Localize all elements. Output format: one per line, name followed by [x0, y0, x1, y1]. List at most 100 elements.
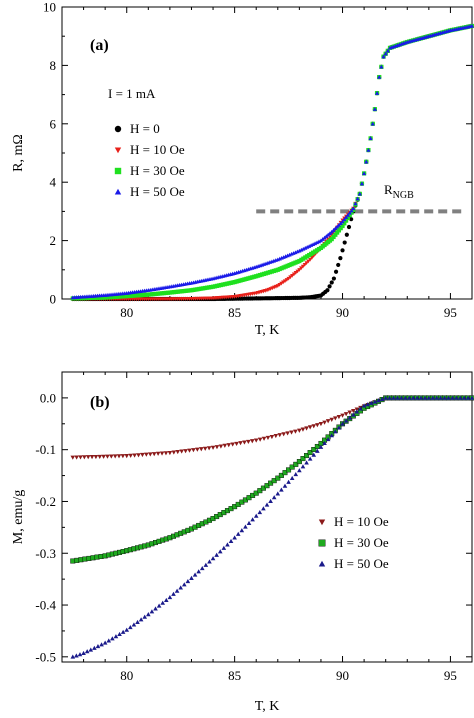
data-point	[357, 191, 362, 196]
data-point	[117, 631, 122, 637]
data-point	[174, 588, 180, 593]
data-point	[387, 395, 392, 400]
data-point	[275, 475, 281, 481]
data-point	[351, 408, 356, 414]
data-point	[105, 454, 110, 459]
data-point	[383, 51, 388, 56]
data-point	[329, 417, 335, 422]
data-point	[347, 415, 353, 420]
data-point	[374, 91, 380, 95]
data-point	[88, 647, 94, 652]
panel-b-frame	[61, 371, 473, 663]
data-point	[344, 232, 349, 237]
data-point	[217, 549, 223, 554]
legend-marker	[318, 519, 326, 526]
data-point	[257, 509, 263, 515]
data-point	[336, 228, 342, 233]
data-point	[163, 597, 169, 602]
data-point	[279, 487, 284, 492]
data-point	[183, 449, 188, 454]
panel-b-y-ticks: 0.0 -0.1 -0.2 -0.3 -0.4 -0.5	[35, 390, 472, 664]
data-point	[78, 455, 83, 460]
data-point	[349, 217, 354, 222]
legend-label: H = 0	[130, 121, 160, 136]
data-point	[457, 395, 463, 400]
data-point	[336, 415, 342, 420]
data-point	[253, 438, 259, 443]
data-point	[147, 452, 153, 457]
data-point	[93, 454, 99, 460]
data-point	[95, 643, 101, 649]
data-point	[442, 395, 447, 400]
data-point	[346, 224, 352, 230]
legend-label: H = 50 Oe	[130, 184, 185, 199]
data-point	[304, 460, 309, 465]
data-point	[333, 269, 339, 274]
data-point	[340, 413, 345, 418]
legend-marker	[114, 125, 122, 133]
data-point	[335, 230, 340, 235]
legend-label: H = 30 Oe	[130, 163, 185, 178]
data-point	[355, 196, 360, 201]
data-point	[343, 412, 349, 417]
data-point	[156, 603, 162, 608]
data-point	[383, 395, 388, 400]
rngb-label: RNGB	[384, 182, 414, 201]
data-point	[469, 23, 474, 28]
data-point	[171, 450, 177, 455]
panel-a-label: (a)	[90, 37, 109, 54]
data-point	[246, 439, 251, 444]
panel-a: 80 85 90 95 0 2 4 6 8 10 RNGB (a) I = 1 mA H = 0…	[11, 0, 474, 338]
legend-marker	[318, 560, 326, 567]
panel-b-label: (b)	[90, 394, 110, 411]
data-point	[273, 434, 279, 439]
data-point	[342, 221, 347, 226]
data-point	[202, 446, 208, 451]
data-point	[269, 434, 275, 440]
data-point	[368, 400, 374, 405]
data-point	[282, 470, 288, 476]
data-point	[381, 54, 386, 59]
data-point	[132, 453, 137, 458]
data-point	[242, 440, 247, 445]
data-point	[70, 654, 76, 659]
legend-label: H = 10 Oe	[130, 142, 185, 157]
data-point	[225, 542, 230, 547]
data-point	[155, 451, 161, 456]
data-point	[84, 649, 90, 654]
data-point	[331, 276, 336, 281]
data-point	[196, 569, 201, 574]
data-point	[246, 520, 252, 526]
data-point	[395, 395, 400, 400]
data-point	[377, 74, 382, 79]
data-point	[124, 454, 130, 459]
data-point	[264, 483, 270, 489]
data-point	[178, 585, 183, 590]
data-point	[358, 406, 363, 411]
data-point	[347, 213, 352, 218]
data-point	[116, 454, 122, 459]
data-point	[210, 556, 216, 561]
data-point	[372, 107, 377, 111]
data-point	[140, 452, 145, 458]
data-point	[450, 395, 455, 400]
data-point	[243, 524, 248, 529]
data-point	[124, 627, 130, 632]
data-point	[430, 395, 436, 400]
data-point	[160, 600, 166, 605]
data-point	[214, 445, 220, 450]
data-point	[146, 612, 151, 617]
data-point	[112, 454, 118, 459]
data-point	[239, 528, 245, 533]
panel-b-x-axis-title: T, K	[255, 699, 280, 714]
data-point	[331, 234, 336, 240]
data-point	[159, 451, 165, 456]
data-point	[210, 445, 216, 450]
a-y-tick-label: 6	[50, 116, 57, 131]
b-y-tick-label: -0.1	[35, 442, 56, 457]
data-point	[226, 443, 232, 448]
data-point	[198, 447, 204, 452]
data-point	[329, 280, 334, 285]
panel-b: 80 85 90 95 0.0 -0.1 -0.2 -0.3 -0.4 -0.5 (b) H =…	[11, 371, 474, 714]
